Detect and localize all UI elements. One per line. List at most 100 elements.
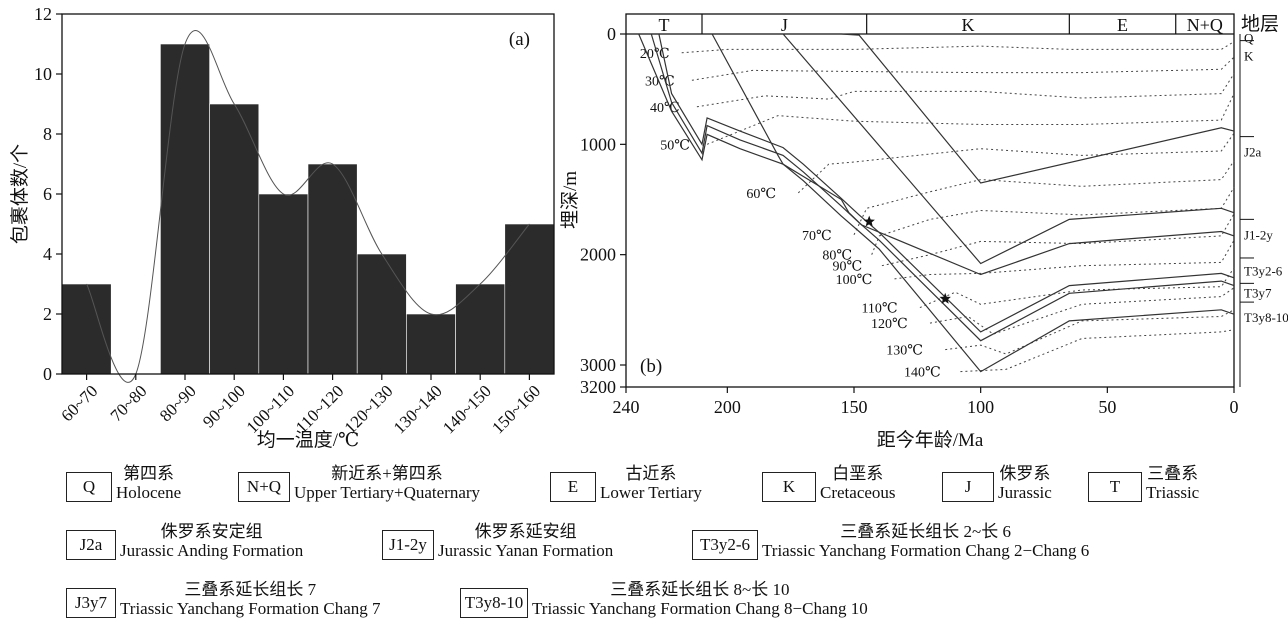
isotherm-label: 20℃ xyxy=(640,47,670,62)
isotherm-label: 70℃ xyxy=(802,229,832,244)
legend-en: Holocene xyxy=(116,483,182,502)
panel-label: (b) xyxy=(640,356,662,377)
isotherm-label: 110℃ xyxy=(861,302,897,317)
isotherm-label: 30℃ xyxy=(645,74,675,89)
legend-box: J2a xyxy=(66,530,116,560)
x-tick-label: 130~140 xyxy=(390,381,446,437)
isotherm-label: 80℃ xyxy=(822,249,852,264)
y-tick-label: 0 xyxy=(43,364,52,384)
legend-cn: 三叠系 xyxy=(1147,464,1199,483)
legend-cn: 古近系 xyxy=(625,464,677,483)
isotherm-label: 90℃ xyxy=(832,260,862,275)
x-tick-label: 150 xyxy=(841,397,868,417)
isotherm-line xyxy=(797,133,1235,194)
strata-label: K xyxy=(1244,49,1254,64)
legend-cn: 侏罗系 xyxy=(999,464,1051,483)
isotherm-line xyxy=(881,213,1235,267)
legend-en: Triassic Yanchang Formation Chang 8−Chan… xyxy=(532,599,868,618)
isotherm-label: 130℃ xyxy=(886,344,923,359)
isotherm-line xyxy=(960,329,1235,373)
legend-item-t3y26: T3y2-6 三叠系延长组长 2~长 6 Triassic Yanchang Fo… xyxy=(692,522,1089,560)
legend-item-k: K 白垩系 Cretaceous xyxy=(762,464,896,502)
histogram-bar xyxy=(160,43,210,375)
x-tick-label: 90~100 xyxy=(199,381,249,431)
legend-item-q: Q 第四系 Holocene xyxy=(66,464,181,502)
histogram-bar xyxy=(307,163,358,375)
y-tick-label: 3000 xyxy=(580,355,616,375)
x-tick-label: 120~130 xyxy=(341,381,397,437)
burial-line xyxy=(650,33,1235,342)
isotherm-line xyxy=(894,240,1235,280)
histogram-bar xyxy=(61,283,112,375)
legend: Q 第四系 Holocene N+Q 新近系+第四系 Upper Tertiary+… xyxy=(0,456,1288,637)
legend-cn: 新近系+第四系 xyxy=(331,464,443,483)
legend-en: Jurassic Anding Formation xyxy=(120,541,304,560)
isotherm-line xyxy=(929,287,1235,335)
legend-box: T3y8-10 xyxy=(460,588,528,618)
isotherm-line xyxy=(871,187,1235,255)
legend-item-j12y: J1-2y 侏罗系延安组 Jurassic Yanan Formation xyxy=(382,522,613,560)
burial-line xyxy=(658,33,1235,333)
histogram-bar xyxy=(356,253,407,375)
panel-label: (a) xyxy=(509,29,530,50)
x-tick-label: 0 xyxy=(1230,397,1239,417)
legend-box: J3y7 xyxy=(66,588,116,618)
x-tick-label: 110~120 xyxy=(292,381,348,437)
legend-item-e: E 古近系 Lower Tertiary xyxy=(550,464,702,502)
legend-cn: 白垩系 xyxy=(832,464,884,483)
period-label: E xyxy=(1117,15,1128,35)
isotherm-label: 100℃ xyxy=(836,273,873,288)
x-tick-label: 70~80 xyxy=(107,381,151,425)
y-axis-label: 埋深/m xyxy=(559,171,581,229)
legend-item-j3y7: J3y7 三叠系延长组长 7 Triassic Yanchang Formatio… xyxy=(66,580,381,618)
legend-box: E xyxy=(550,472,596,502)
legend-en: Triassic Yanchang Formation Chang 7 xyxy=(120,599,381,618)
y-axis-label: 包裹体数/个 xyxy=(9,144,31,244)
x-tick-label: 100 xyxy=(967,397,994,417)
legend-item-j: J 侏罗系 Jurassic xyxy=(942,464,1052,502)
isotherm-line xyxy=(945,309,1235,355)
legend-cn: 三叠系延长组长 2~长 6 xyxy=(840,522,1011,541)
star-marker xyxy=(939,292,951,304)
legend-en: Triassic xyxy=(1146,483,1200,502)
burial-line xyxy=(782,33,1235,265)
legend-box: T xyxy=(1088,472,1142,502)
histogram-panel: 0 2 4 6 8 10 12 60~70 70~80 80~90 90~100100~110110… xyxy=(9,4,555,451)
period-label: T xyxy=(659,15,670,35)
x-tick-label: 140~150 xyxy=(439,381,495,437)
strata-label: J1-2y xyxy=(1244,227,1273,242)
strata-label: T3y8-10 xyxy=(1244,310,1288,325)
plot-frame xyxy=(625,13,1235,388)
burial-line xyxy=(638,33,1235,373)
isotherm-label: 120℃ xyxy=(871,317,908,332)
legend-cn: 三叠系延长组长 8~长 10 xyxy=(610,580,790,599)
legend-cn: 侏罗系延安组 xyxy=(474,522,577,541)
histogram-bar xyxy=(455,283,506,375)
y-tick-label: 0 xyxy=(607,24,616,44)
x-tick-label: 60~70 xyxy=(57,381,101,425)
fit-curve xyxy=(86,30,530,383)
x-axis-label: 距今年龄/Ma xyxy=(877,429,984,451)
legend-item-t: T 三叠系 Triassic xyxy=(1088,464,1199,502)
y-tick-label: 10 xyxy=(34,64,52,84)
x-tick-label: 100~110 xyxy=(243,381,299,437)
isotherm-line xyxy=(696,73,1235,108)
isotherm-line xyxy=(706,93,1235,145)
isotherm-label: 50℃ xyxy=(660,138,690,153)
y-tick-label: 12 xyxy=(34,4,52,24)
legend-box: N+Q xyxy=(238,472,290,502)
x-tick-label: 200 xyxy=(714,397,741,417)
legend-item-t3y810: T3y8-10 三叠系延长组长 8~长 10 Triassic Yanchang … xyxy=(460,580,868,618)
y-tick-label: 8 xyxy=(43,124,52,144)
strata-label: T3y7 xyxy=(1244,286,1272,301)
legend-item-nq: N+Q 新近系+第四系 Upper Tertiary+Quaternary xyxy=(238,464,480,502)
x-tick-label: 80~90 xyxy=(156,381,200,425)
strata-label: J2a xyxy=(1244,145,1262,160)
isotherm-line xyxy=(919,267,1235,309)
legend-en: Triassic Yanchang Formation Chang 2−Chan… xyxy=(762,541,1090,560)
legend-en: Jurassic Yanan Formation xyxy=(438,541,614,560)
y-tick-label: 6 xyxy=(43,184,52,204)
y-tick-label: 3200 xyxy=(580,377,616,397)
burial-line xyxy=(841,33,1235,184)
